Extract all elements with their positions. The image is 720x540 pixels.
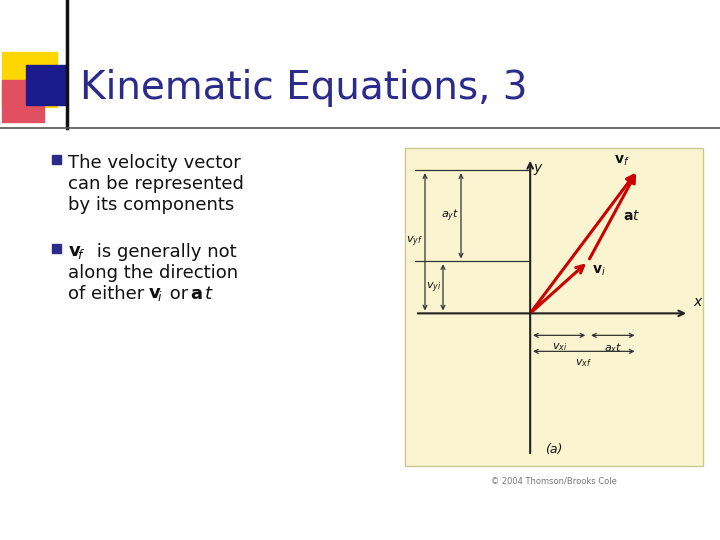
Text: $\mathbf{v}_{\!i}$: $\mathbf{v}_{\!i}$ <box>148 285 163 303</box>
Text: y: y <box>533 161 541 175</box>
Text: by its components: by its components <box>68 196 234 214</box>
Text: The velocity vector: The velocity vector <box>68 154 240 172</box>
Text: or: or <box>164 285 194 303</box>
Bar <box>26 65 66 105</box>
Text: $v_{xf}$: $v_{xf}$ <box>575 357 593 369</box>
Bar <box>2 80 44 122</box>
Text: (a): (a) <box>545 443 563 456</box>
Text: along the direction: along the direction <box>68 264 238 282</box>
Text: $v_{yi}$: $v_{yi}$ <box>426 280 441 294</box>
Text: can be represented: can be represented <box>68 175 244 193</box>
Bar <box>52 244 61 253</box>
Text: $v_{xi}$: $v_{xi}$ <box>552 341 567 353</box>
Text: $\mathbf{v}_{\!f}$: $\mathbf{v}_{\!f}$ <box>68 243 86 261</box>
Bar <box>2 52 57 107</box>
Text: $v_{yf}$: $v_{yf}$ <box>406 235 423 249</box>
Bar <box>405 148 703 466</box>
Text: x: x <box>693 295 701 309</box>
Text: of either: of either <box>68 285 150 303</box>
Text: $\mathbf{v}_i$: $\mathbf{v}_i$ <box>592 264 606 278</box>
Bar <box>52 155 61 164</box>
Text: Kinematic Equations, 3: Kinematic Equations, 3 <box>80 69 528 107</box>
Text: $a_x t$: $a_x t$ <box>603 341 622 355</box>
Text: © 2004 Thomson/Brooks Cole: © 2004 Thomson/Brooks Cole <box>491 476 617 485</box>
Text: $\mathbf{a}t$: $\mathbf{a}t$ <box>623 209 640 223</box>
Text: is generally not: is generally not <box>91 243 237 261</box>
Text: $\mathbf{a}$: $\mathbf{a}$ <box>190 285 202 303</box>
Text: $\mathbf{v}_f$: $\mathbf{v}_f$ <box>613 154 629 168</box>
Text: $a_y t$: $a_y t$ <box>441 208 459 224</box>
Text: $t$: $t$ <box>204 285 214 303</box>
